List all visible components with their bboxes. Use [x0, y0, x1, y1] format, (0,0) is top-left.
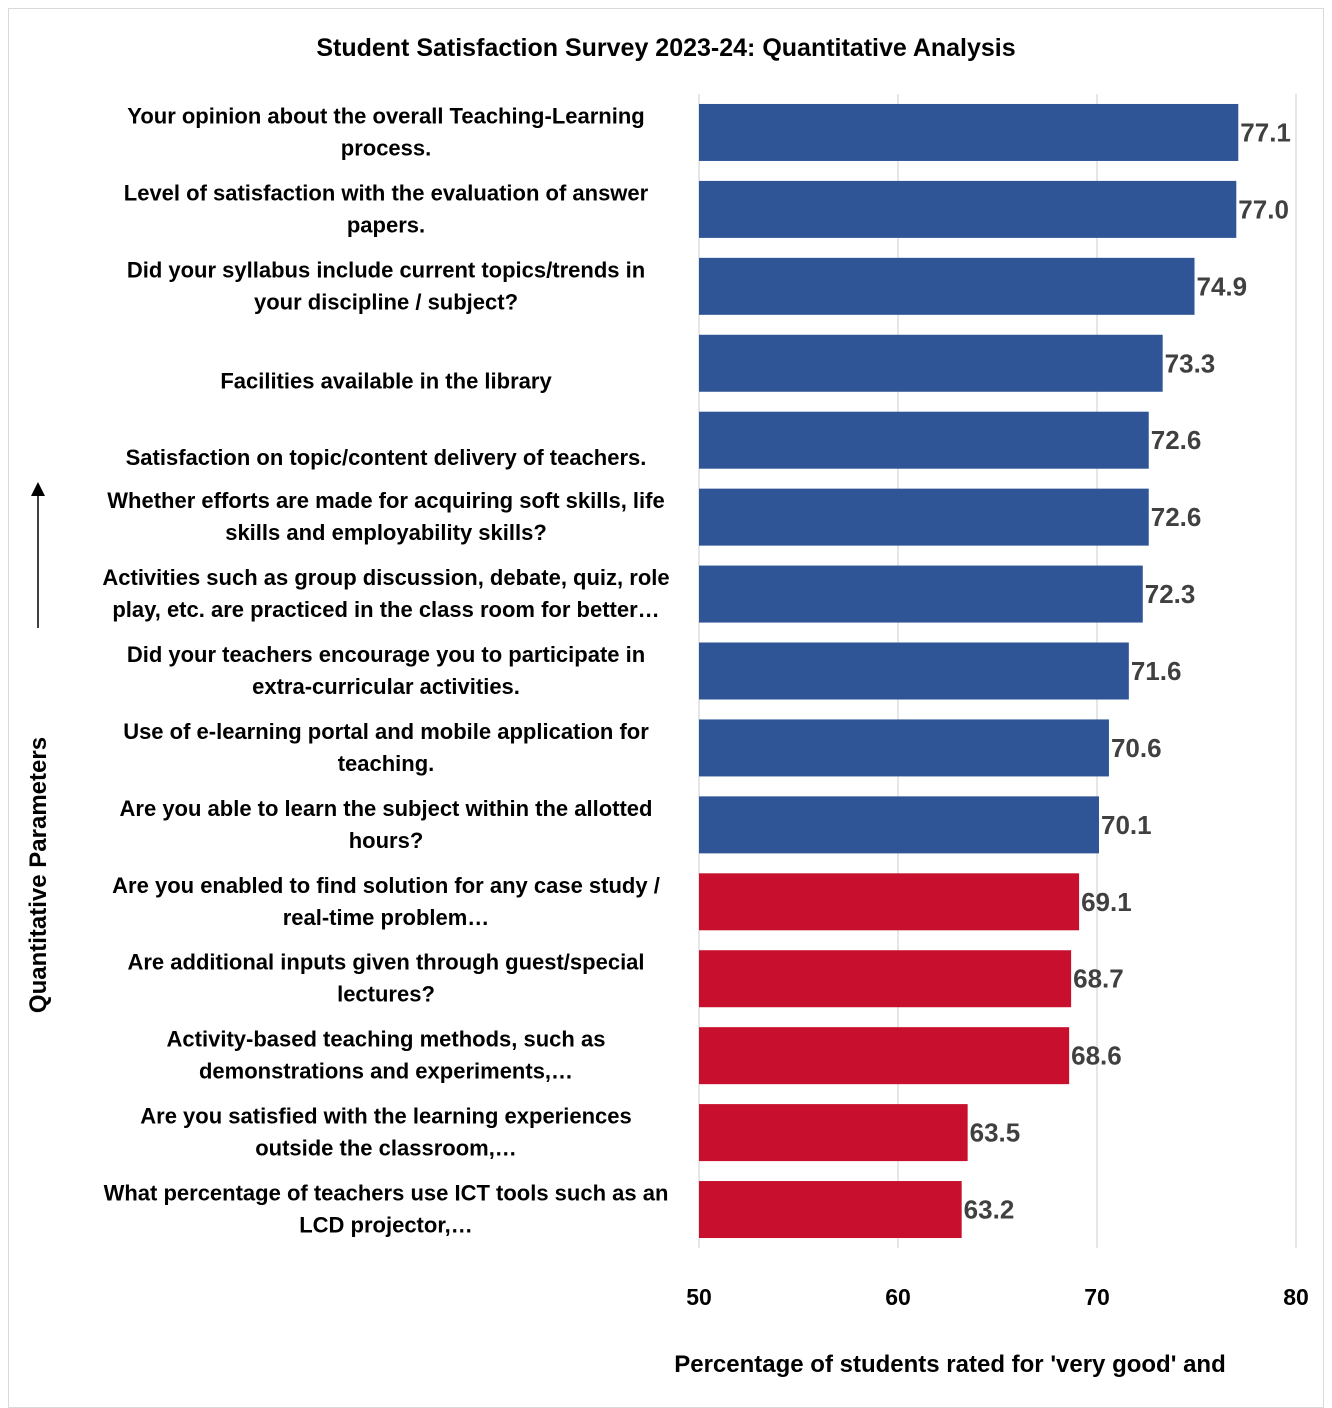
category-label: outside the classroom,…: [255, 1136, 517, 1161]
x-tick-label: 70: [1084, 1284, 1110, 1310]
data-label: 63.5: [970, 1118, 1021, 1148]
data-label: 73.3: [1165, 348, 1216, 378]
x-tick-label: 60: [885, 1284, 911, 1310]
bar: [699, 796, 1099, 854]
chart-title: Student Satisfaction Survey 2023-24: Qua…: [316, 34, 1015, 62]
category-label: papers.: [347, 212, 425, 237]
bar: [699, 103, 1239, 161]
category-label: lectures?: [337, 982, 435, 1007]
category-label: process.: [341, 135, 432, 160]
data-label: 72.3: [1145, 579, 1196, 609]
bars: [699, 103, 1239, 1239]
data-label: 72.6: [1151, 502, 1202, 532]
bar: [699, 873, 1080, 931]
category-label: Are you enabled to find solution for any…: [112, 873, 660, 898]
data-label: 74.9: [1197, 271, 1248, 301]
bar: [699, 257, 1195, 315]
bar: [699, 488, 1149, 546]
category-label: hours?: [349, 828, 424, 853]
category-label: real-time problem…: [283, 905, 490, 930]
category-label: Are additional inputs given through gues…: [127, 950, 644, 975]
category-labels: Your opinion about the overall Teaching-…: [102, 103, 669, 1237]
x-tick-label: 80: [1283, 1284, 1309, 1310]
data-label: 72.6: [1151, 425, 1202, 455]
category-label: Are you able to learn the subject within…: [120, 796, 653, 821]
bar: [699, 719, 1109, 777]
bar: [699, 565, 1143, 623]
bar: [699, 334, 1163, 392]
category-label: Level of satisfaction with the evaluatio…: [124, 180, 649, 205]
category-label: Activities such as group discussion, deb…: [102, 565, 669, 590]
data-label: 70.1: [1101, 810, 1152, 840]
category-label: Your opinion about the overall Teaching-…: [127, 103, 644, 128]
category-label: Activity-based teaching methods, such as: [167, 1027, 606, 1052]
y-axis-title: Quantitative Parameters: [25, 737, 52, 1013]
y-axis-title-group: Quantitative Parameters: [25, 482, 52, 1013]
bar: [699, 180, 1237, 238]
x-tick-label: 50: [686, 1284, 712, 1310]
data-label: 77.0: [1238, 194, 1289, 224]
category-label: Are you satisfied with the learning expe…: [140, 1104, 632, 1129]
bar: [699, 950, 1072, 1008]
data-label: 71.6: [1131, 656, 1182, 686]
bar: [699, 1181, 962, 1239]
data-label: 68.7: [1073, 964, 1124, 994]
bar: [699, 1027, 1070, 1085]
data-label: 68.6: [1071, 1041, 1122, 1071]
category-label: Use of e-learning portal and mobile appl…: [123, 719, 649, 744]
category-label: play, etc. are practiced in the class ro…: [112, 597, 659, 622]
category-label: Whether efforts are made for acquiring s…: [107, 488, 664, 513]
category-label: Did your teachers encourage you to parti…: [127, 642, 645, 667]
data-label: 69.1: [1081, 887, 1132, 917]
category-label: Facilities available in the library: [220, 368, 552, 393]
category-label: skills and employability skills?: [225, 520, 547, 545]
category-label: What percentage of teachers use ICT tool…: [104, 1181, 669, 1206]
category-label: demonstrations and experiments,…: [199, 1059, 573, 1084]
bar: [699, 411, 1149, 469]
category-label: extra-curricular activities.: [252, 674, 520, 699]
category-label: Satisfaction on topic/content delivery o…: [126, 445, 647, 470]
value-labels: 77.1 77.0 74.9 73.3 72.6 72.6 72.3 71.6 70.6 70.1…: [964, 117, 1291, 1224]
bar: [699, 1104, 968, 1162]
x-axis-title: Percentage of students rated for 'very g…: [674, 1351, 1226, 1378]
data-label: 70.6: [1111, 733, 1162, 763]
category-label: teaching.: [338, 751, 435, 776]
bar: [699, 642, 1129, 700]
data-label: 63.2: [964, 1195, 1015, 1225]
category-label: your discipline / subject?: [254, 289, 518, 314]
tick-labels: 50 60 70 80: [686, 1284, 1309, 1310]
data-label: 77.1: [1240, 117, 1291, 147]
category-label: Did your syllabus include current topics…: [127, 257, 645, 282]
category-label: LCD projector,…: [299, 1213, 473, 1238]
y-axis-arrow-icon: [31, 482, 45, 496]
